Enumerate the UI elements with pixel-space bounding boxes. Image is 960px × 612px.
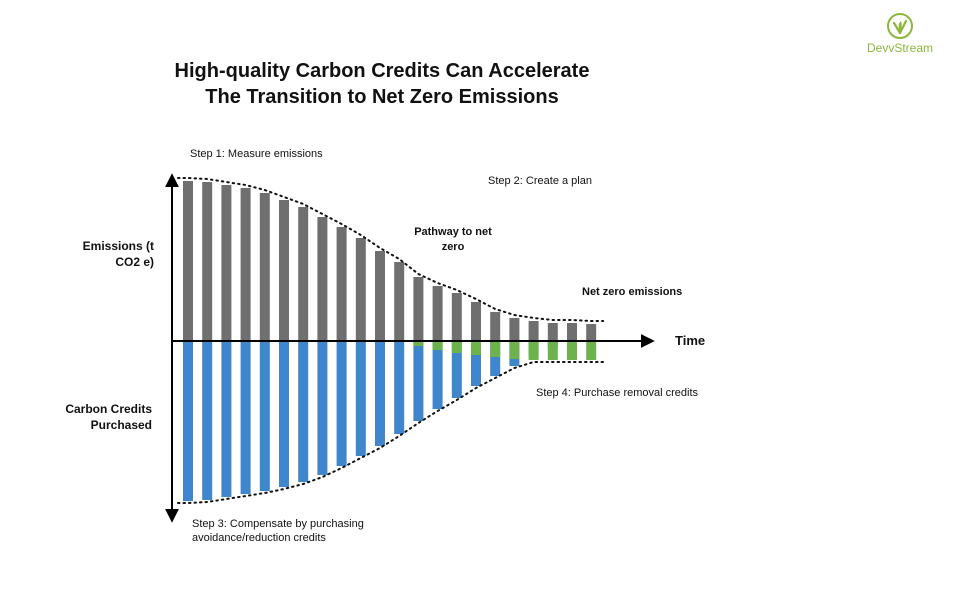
bar-series-2-5 bbox=[259, 341, 270, 491]
leaf-check-icon bbox=[887, 13, 913, 39]
bar-series-1-22 bbox=[586, 324, 597, 341]
bar-series-3-15 bbox=[451, 341, 462, 353]
bar-series-1-2 bbox=[202, 182, 213, 341]
bar-series-1-16 bbox=[471, 302, 481, 341]
bar-series-2-17 bbox=[490, 341, 501, 376]
annotation-step-3-line1: Step 3: Compensate by purchasing bbox=[192, 518, 364, 530]
bar-series-2-3 bbox=[221, 341, 232, 497]
brand-logo: DevvStream bbox=[852, 12, 948, 55]
bar-series-1-5 bbox=[259, 193, 270, 341]
emissions-trend-line bbox=[177, 177, 605, 322]
bar-series-2-10 bbox=[355, 341, 366, 456]
bar-series-3-16 bbox=[471, 341, 481, 355]
y-label-emissions-line2: CO2 e) bbox=[115, 255, 154, 269]
bar-series-2-9 bbox=[336, 341, 347, 466]
credits-trend-line bbox=[177, 361, 605, 504]
bar-series-1-18 bbox=[509, 318, 520, 341]
bar-series-1-3 bbox=[221, 185, 232, 341]
bar-series-1-14 bbox=[432, 286, 443, 341]
bar-series-1-20 bbox=[547, 323, 558, 341]
bar-series-2-1 bbox=[183, 341, 193, 501]
bar-series-1-6 bbox=[279, 200, 289, 341]
logo-wordmark: DevvStream bbox=[866, 41, 934, 55]
chart-title: High-quality Carbon Credits Can Accelera… bbox=[120, 58, 644, 110]
y-label-emissions-line1: Emissions (t bbox=[82, 239, 154, 253]
bar-series-3-13 bbox=[413, 341, 424, 346]
annotation-step-3: Step 3: Compensate by purchasing avoidan… bbox=[192, 517, 364, 545]
y-label-credits-line1: Carbon Credits bbox=[65, 402, 152, 416]
annotation-net-zero: Net zero emissions bbox=[582, 286, 683, 298]
bar-group bbox=[183, 181, 597, 501]
bar-series-1-9 bbox=[336, 227, 347, 341]
bar-series-1-1 bbox=[183, 181, 193, 341]
bar-series-2-8 bbox=[317, 341, 328, 475]
bar-series-2-4 bbox=[240, 341, 251, 494]
annotation-step-3-line2: avoidance/reduction credits bbox=[192, 532, 326, 544]
bar-series-3-17 bbox=[490, 341, 501, 357]
y-label-credits-line2: Purchased bbox=[90, 418, 152, 432]
bar-series-1-15 bbox=[451, 293, 462, 341]
bar-series-1-7 bbox=[298, 207, 309, 341]
bar-series-3-19 bbox=[528, 341, 539, 360]
bar-series-1-8 bbox=[317, 217, 328, 341]
bar-series-3-18 bbox=[509, 341, 520, 359]
bar-series-3-14 bbox=[432, 341, 443, 350]
title-line-2: The Transition to Net Zero Emissions bbox=[205, 86, 559, 108]
bar-series-1-13 bbox=[413, 277, 424, 341]
trend-lines bbox=[177, 177, 605, 504]
bar-series-1-11 bbox=[375, 251, 385, 341]
bar-series-2-12 bbox=[394, 341, 405, 434]
annotation-step-2: Step 2: Create a plan bbox=[488, 175, 592, 187]
annotation-pathway-line1: Pathway to net bbox=[414, 226, 492, 238]
bar-series-1-17 bbox=[490, 312, 501, 341]
bar-series-2-7 bbox=[298, 341, 309, 482]
x-axis-label: Time bbox=[675, 333, 706, 348]
y-axis-label-credits: Carbon Credits Purchased bbox=[40, 401, 152, 433]
y-axis-label-emissions: Emissions (t CO2 e) bbox=[60, 238, 154, 270]
bar-series-3-22 bbox=[586, 341, 597, 360]
bar-series-1-12 bbox=[394, 262, 405, 341]
bar-series-1-4 bbox=[240, 188, 251, 341]
bar-series-2-13 bbox=[413, 341, 424, 421]
bar-series-3-20 bbox=[547, 341, 558, 360]
title-line-1: High-quality Carbon Credits Can Accelera… bbox=[174, 60, 590, 82]
annotation-step-4: Step 4: Purchase removal credits bbox=[536, 387, 699, 399]
annotation-pathway: Pathway to net zero bbox=[398, 225, 508, 255]
bar-series-1-10 bbox=[355, 238, 366, 341]
bar-series-1-19 bbox=[528, 321, 539, 341]
bar-series-1-21 bbox=[567, 323, 577, 341]
bar-series-3-21 bbox=[567, 341, 577, 360]
bar-series-2-11 bbox=[375, 341, 385, 446]
annotation-step-1: Step 1: Measure emissions bbox=[190, 148, 323, 160]
annotation-pathway-line2: zero bbox=[441, 241, 465, 253]
bar-series-2-6 bbox=[279, 341, 289, 487]
bar-series-2-15 bbox=[451, 341, 462, 398]
bar-series-2-16 bbox=[471, 341, 481, 386]
bar-series-2-2 bbox=[202, 341, 213, 500]
bar-series-2-14 bbox=[432, 341, 443, 409]
